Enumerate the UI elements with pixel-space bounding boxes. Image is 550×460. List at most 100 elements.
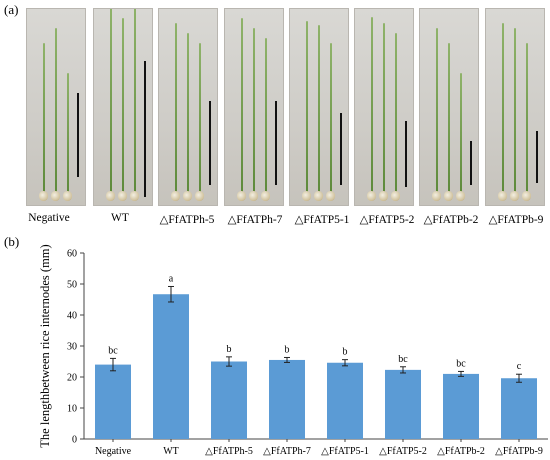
seed [498,191,507,201]
seedling-stem [448,43,450,193]
seedling-stem [67,73,69,193]
seedling-stem [502,23,504,193]
seed [106,191,115,201]
seedling-stem [436,28,438,193]
significance-letter: b [343,347,348,358]
seed [63,191,72,201]
seed [171,191,180,201]
bar [327,362,363,439]
y-tick-label: 0 [72,435,77,446]
sample-label: Negative [28,212,70,224]
y-tick-label: 20 [67,373,77,384]
seed [522,191,531,201]
bar [443,373,479,439]
seedling-stem [134,9,136,193]
seedling-stem [526,43,528,193]
seedling-stem [514,28,516,193]
seed [195,191,204,201]
x-tick-label: △FfATP5-2 [379,446,427,457]
seed [326,191,335,201]
y-tick-label: 40 [67,311,77,322]
seedling-stem [241,18,243,193]
seed [130,191,139,201]
significance-letter: b [227,344,232,355]
seedling-photo-strip: Negative WT △FfATPh-5 △FfATPh-7 △FfATP5-1 △Ff… [26,8,545,226]
x-tick-label: △FfATPb-2 [437,446,485,457]
seedling-stem [318,25,320,193]
seedling-stem [55,28,57,193]
seed [51,191,60,201]
bar [269,359,305,439]
x-tick-label: △FfATPb-9 [495,446,543,457]
significance-letter: bc [456,358,466,369]
x-tick-label: △FfATPh-7 [263,446,311,457]
seed [456,191,465,201]
seedling-stem [199,43,201,193]
sample-label: △FfATP5-1 [294,214,350,226]
sample-label: △FfATPh-7 [227,214,283,226]
scale-bar [275,101,277,185]
seed [261,191,270,201]
seed [118,191,127,201]
significance-letter: b [285,344,290,355]
seedling-stem [395,33,397,193]
seedling-stem [110,9,112,193]
bar [153,294,189,439]
panel-b-label: (b) [4,234,20,249]
scale-bar [77,93,79,177]
seedling-photo [419,8,479,206]
seedling-stem [253,28,255,193]
significance-letter: c [517,361,522,372]
scale-bar [470,141,472,185]
sample-label: △FfATPb-9 [488,214,544,226]
bar-chart: 0 10 20 30 40 50 60 The lengthbetween rice inte… [38,244,548,457]
sample-label: △FfATP5-2 [359,214,415,226]
seedling-photo [93,8,153,206]
seedling-photo [289,8,349,206]
seedling-stem [187,33,189,193]
significance-letter: bc [398,354,408,365]
significance-letter: bc [108,345,118,356]
seed [314,191,323,201]
seedling-stem [122,18,124,193]
seedling-stem [306,21,308,193]
y-axis-label: The lengthbetween rice internodes (mm) [38,244,52,447]
y-tick-label: 10 [67,404,77,415]
seed [432,191,441,201]
bar [501,378,537,439]
seedling-stem [371,17,373,193]
x-tick-label: △FfATPh-5 [205,446,253,457]
seed [302,191,311,201]
y-tick-label: 60 [67,249,77,260]
seedling-stem [43,43,45,193]
panel-a-label: (a) [4,2,19,17]
scale-bar [340,113,342,185]
seedling-photo [485,8,545,206]
seed [249,191,258,201]
y-tick-label: 50 [67,280,77,291]
seedling-photo [354,8,414,206]
bar [211,361,247,439]
seed [379,191,388,201]
scale-bar [536,131,538,183]
sample-label: △FfATPb-2 [423,214,479,226]
seedling-stem [175,23,177,193]
seed [367,191,376,201]
seedling-photo [158,8,218,206]
scale-bar [405,121,407,187]
seedling-photo [224,8,284,206]
y-tick-label: 30 [67,342,77,353]
seedling-photo [26,8,86,206]
seedling-stem [460,73,462,193]
seedling-stem [383,23,385,193]
seed [237,191,246,201]
seedling-stem [265,38,267,193]
sample-label: △FfATPh-5 [159,214,215,226]
seedling-stem [330,43,332,193]
scale-bar [144,61,146,197]
x-tick-label: Negative [95,446,132,457]
sample-label: WT [111,212,129,224]
seed [183,191,192,201]
seed [510,191,519,201]
bar [385,369,421,439]
